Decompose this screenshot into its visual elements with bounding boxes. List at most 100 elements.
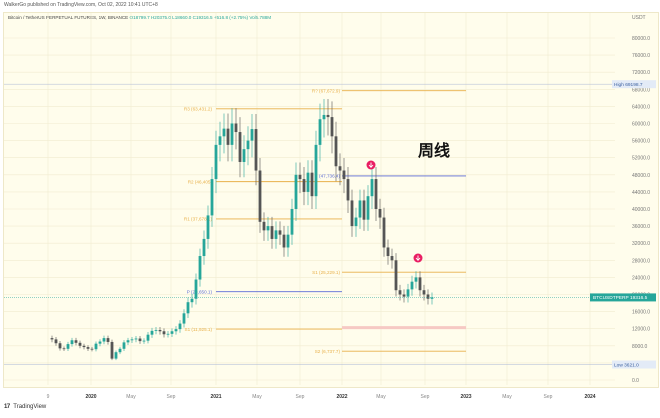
- candle-body: [402, 294, 406, 297]
- candle-body: [306, 172, 310, 192]
- candle-body: [82, 345, 86, 348]
- chart-legend: Bitcoin / TetherUS PERPETUAL FUTURES, 1W…: [8, 15, 271, 20]
- y-tick-label: 56000.0: [632, 139, 650, 145]
- y-tick-label: 12000.0: [632, 327, 650, 333]
- candle-body: [94, 343, 98, 350]
- candle-body: [398, 290, 402, 295]
- chart-area[interactable]: [3, 12, 659, 388]
- candle-body: [326, 114, 330, 118]
- candle-body: [190, 298, 194, 303]
- last-price-label: BTCUSDTPERP 19316.5: [593, 295, 648, 301]
- candle-body: [418, 277, 422, 291]
- candle-body: [342, 170, 346, 180]
- y-tick-label: 28000.0: [632, 258, 650, 264]
- candle-body: [194, 279, 198, 299]
- pivot-label: P (20,650.1): [187, 290, 213, 295]
- candle-body: [362, 200, 366, 220]
- candle-body: [386, 247, 390, 257]
- candle-body: [170, 331, 174, 334]
- pivot-label: S2 (6,737.7): [315, 349, 341, 354]
- symbol-title: Bitcoin / TetherUS PERPETUAL FUTURES, 1W…: [8, 15, 129, 20]
- high-label: High 69198.7: [614, 82, 643, 88]
- pivot-label: S1 (11,925.1): [185, 327, 213, 332]
- candle-body: [278, 230, 282, 235]
- candle-body: [74, 340, 78, 343]
- candle-body: [370, 179, 374, 197]
- y-tick-label: 64000.0: [632, 104, 650, 110]
- candle-body: [422, 290, 426, 295]
- candle-body: [138, 338, 142, 342]
- candle-body: [410, 281, 414, 290]
- candle-body: [246, 140, 250, 150]
- candle-body: [210, 179, 214, 216]
- candle-body: [102, 338, 106, 342]
- tradingview-logo[interactable]: 17 TradingView: [4, 404, 46, 410]
- candle-body: [390, 256, 394, 261]
- published-line: WalkerGo published on TradingView.com, O…: [4, 2, 158, 8]
- y-tick-label: 16000.0: [632, 310, 650, 316]
- watermark-label: 周线: [418, 141, 451, 160]
- y-tick-label: 24000.0: [632, 275, 650, 281]
- candle-body: [330, 117, 334, 137]
- candle-body: [230, 123, 234, 145]
- candle-body: [150, 330, 154, 335]
- candle-body: [114, 352, 118, 359]
- pivot-label: S1 (25,229.1): [312, 270, 340, 275]
- y-tick-label: 44000.0: [632, 190, 650, 196]
- candle-body: [126, 340, 130, 343]
- y-tick-label: 76000.0: [632, 53, 650, 59]
- candle-body: [366, 196, 370, 220]
- candle-body: [314, 144, 318, 197]
- y-tick-label: 80000.0: [632, 36, 650, 42]
- x-tick-label: Sep: [421, 394, 430, 400]
- candle-body: [214, 144, 218, 180]
- candle-body: [270, 226, 274, 239]
- candle-body: [430, 297, 434, 299]
- y-tick-label: 68000.0: [632, 87, 650, 93]
- candle-body: [66, 344, 70, 349]
- candle-body: [78, 342, 82, 346]
- candle-body: [182, 313, 186, 324]
- x-tick-label: May: [252, 394, 262, 400]
- candle-body: [146, 334, 150, 341]
- candle-body: [54, 339, 58, 344]
- candle-body: [266, 226, 270, 231]
- candle-body: [198, 256, 202, 280]
- candle-body: [154, 329, 158, 331]
- candle-body: [298, 174, 302, 180]
- candle-body: [286, 234, 290, 248]
- candle-body: [322, 114, 326, 120]
- y-tick-label: 0.0: [632, 378, 639, 384]
- candle-body: [238, 132, 242, 162]
- x-tick-label: 2020: [85, 394, 96, 400]
- x-tick-label: Sep: [544, 394, 553, 400]
- candle-body: [178, 323, 182, 330]
- tv-logo-icon: 17: [4, 404, 10, 410]
- x-tick-label: Sep: [167, 394, 176, 400]
- candle-body: [234, 123, 238, 133]
- candle-body: [310, 172, 314, 197]
- candle-body: [206, 215, 210, 239]
- candle-body: [166, 333, 170, 335]
- y-tick-label: 60000.0: [632, 122, 650, 128]
- zone-rect: [342, 326, 466, 330]
- candle-body: [282, 234, 286, 248]
- x-tick-label: 2023: [460, 394, 471, 400]
- x-tick-label: Sep: [296, 394, 305, 400]
- candle-body: [274, 230, 278, 239]
- y-tick-label: 40000.0: [632, 207, 650, 213]
- candle-body: [202, 238, 206, 257]
- y-tick-label: 48000.0: [632, 173, 650, 179]
- high-badge: [612, 80, 656, 89]
- candle-body: [50, 338, 54, 340]
- candle-body: [406, 289, 410, 297]
- candle-body: [354, 217, 358, 227]
- candle-body: [350, 200, 354, 227]
- candle-body: [242, 149, 246, 162]
- candle-body: [338, 166, 342, 171]
- currency-label: USDT: [632, 15, 646, 21]
- candle-body: [90, 348, 94, 350]
- pivot-label: R? (67,672.9): [312, 88, 341, 93]
- candle-body: [130, 339, 134, 341]
